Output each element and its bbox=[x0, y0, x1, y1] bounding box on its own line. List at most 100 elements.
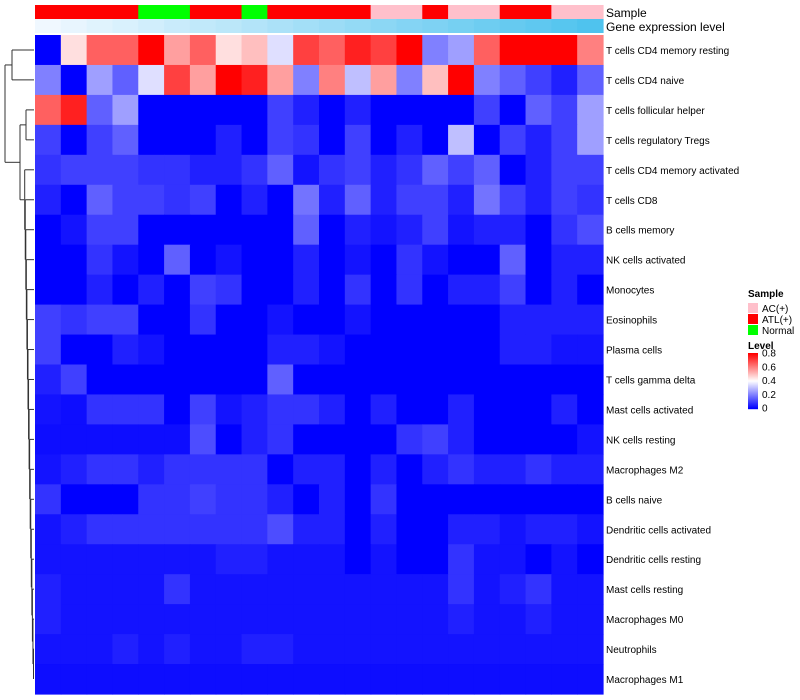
heatmap-cell bbox=[499, 484, 527, 515]
heatmap-cell bbox=[499, 544, 527, 575]
heatmap-cell bbox=[189, 634, 217, 665]
heatmap-cell bbox=[551, 664, 578, 695]
heatmap-cell bbox=[241, 484, 268, 515]
heatmap-cell bbox=[473, 394, 501, 426]
legend-colorbar-step bbox=[748, 387, 758, 389]
heatmap-cell bbox=[370, 244, 398, 276]
heatmap-cell bbox=[112, 244, 139, 276]
heatmap-cell bbox=[164, 544, 191, 575]
heatmap-cell bbox=[448, 124, 475, 156]
heatmap-cell bbox=[525, 35, 552, 66]
heatmap-cell bbox=[164, 664, 191, 695]
heatmap-cell bbox=[551, 154, 578, 186]
legend-colorbar-step bbox=[748, 394, 758, 396]
legend-colorbar-step bbox=[748, 395, 758, 397]
heatmap-cell bbox=[448, 94, 475, 126]
heatmap-cell bbox=[267, 35, 294, 66]
legend-colorbar-step bbox=[748, 354, 758, 356]
legend-colorbar-step bbox=[748, 372, 758, 374]
heatmap-cell bbox=[189, 64, 217, 96]
heatmap-cell bbox=[473, 514, 501, 545]
heatmap-cell bbox=[215, 244, 243, 276]
heatmap-cell bbox=[86, 304, 114, 336]
legend-colorbar-step bbox=[748, 374, 758, 376]
annotation-labels: Sample Gene expression level bbox=[606, 6, 725, 34]
heatmap-cell bbox=[396, 35, 423, 66]
heatmap-cell bbox=[448, 184, 475, 216]
heatmap-cell bbox=[215, 634, 243, 665]
heatmap-cell bbox=[164, 35, 191, 66]
heatmap-cell bbox=[370, 94, 398, 126]
heatmap-cell bbox=[577, 274, 604, 306]
heatmap-cell bbox=[60, 35, 88, 66]
heatmap-cell bbox=[164, 334, 191, 366]
heatmap-cell bbox=[396, 604, 423, 635]
heatmap-cell bbox=[138, 364, 165, 396]
heatmap-cell bbox=[267, 244, 294, 276]
heatmap-cell bbox=[86, 124, 114, 156]
heatmap-cell bbox=[138, 454, 165, 485]
heatmap-cell bbox=[138, 514, 165, 545]
legend-colorbar-step bbox=[748, 383, 758, 385]
heatmap-cell bbox=[370, 304, 398, 336]
heatmap-cell bbox=[293, 64, 320, 96]
heatmap-cell bbox=[319, 334, 346, 366]
heatmap-cell bbox=[267, 574, 294, 605]
legend-colorbar-step bbox=[748, 402, 758, 404]
row-label: Neutrophils bbox=[606, 645, 657, 656]
legend-colorbar-step bbox=[748, 385, 758, 387]
heatmap-cell bbox=[241, 35, 268, 66]
heatmap-cell bbox=[422, 454, 449, 485]
sample-annotation-cell bbox=[35, 5, 62, 19]
heatmap-cell bbox=[164, 604, 191, 635]
heatmap-cell bbox=[267, 334, 294, 366]
heatmap-cell bbox=[396, 544, 423, 575]
heatmap-cell bbox=[35, 124, 62, 156]
heatmap-cell bbox=[241, 274, 268, 306]
row-label: T cells follicular helper bbox=[606, 106, 705, 117]
heatmap-cell bbox=[448, 364, 475, 396]
expression-annotation-cell bbox=[473, 19, 501, 33]
heatmap-cell bbox=[293, 604, 320, 635]
heatmap-cell bbox=[112, 574, 139, 605]
heatmap-cell bbox=[319, 634, 346, 665]
heatmap-cell bbox=[551, 334, 578, 366]
legend-colorbar-step bbox=[748, 368, 758, 370]
heatmap-cell bbox=[86, 35, 114, 66]
heatmap-cell bbox=[448, 454, 475, 485]
heatmap-cell bbox=[241, 604, 268, 635]
heatmap-cell bbox=[293, 634, 320, 665]
heatmap-cell bbox=[370, 454, 398, 485]
heatmap-cell bbox=[551, 454, 578, 485]
heatmap-cell bbox=[422, 274, 449, 306]
heatmap-cell bbox=[267, 424, 294, 455]
heatmap-cell bbox=[577, 574, 604, 605]
heatmap-cell bbox=[577, 35, 604, 66]
heatmap-cell bbox=[189, 184, 217, 216]
legend-colorbar-step bbox=[748, 397, 758, 399]
heatmap-cell bbox=[319, 94, 346, 126]
heatmap-cell bbox=[189, 574, 217, 605]
heatmap-cell bbox=[499, 604, 527, 635]
heatmap-cell bbox=[396, 274, 423, 306]
heatmap-cell bbox=[396, 334, 423, 366]
heatmap-cell bbox=[293, 154, 320, 186]
heatmap-cell bbox=[267, 544, 294, 575]
heatmap-cell bbox=[319, 664, 346, 695]
heatmap-cell bbox=[189, 394, 217, 426]
heatmap-cell bbox=[267, 94, 294, 126]
heatmap-cell bbox=[525, 484, 552, 515]
row-label: Monocytes bbox=[606, 286, 654, 297]
heatmap-cell bbox=[35, 514, 62, 545]
heatmap-cell bbox=[138, 574, 165, 605]
sample-annotation-cell bbox=[164, 5, 191, 19]
heatmap-cell bbox=[370, 394, 398, 426]
heatmap-cell bbox=[396, 184, 423, 216]
expression-annotation-cell bbox=[164, 19, 191, 33]
heatmap-cell bbox=[86, 154, 114, 186]
legend-colorbar-step bbox=[748, 393, 758, 395]
heatmap-cell bbox=[473, 424, 501, 455]
heatmap-cell bbox=[396, 664, 423, 695]
heatmap-cell bbox=[448, 304, 475, 336]
heatmap-cell bbox=[112, 94, 139, 126]
